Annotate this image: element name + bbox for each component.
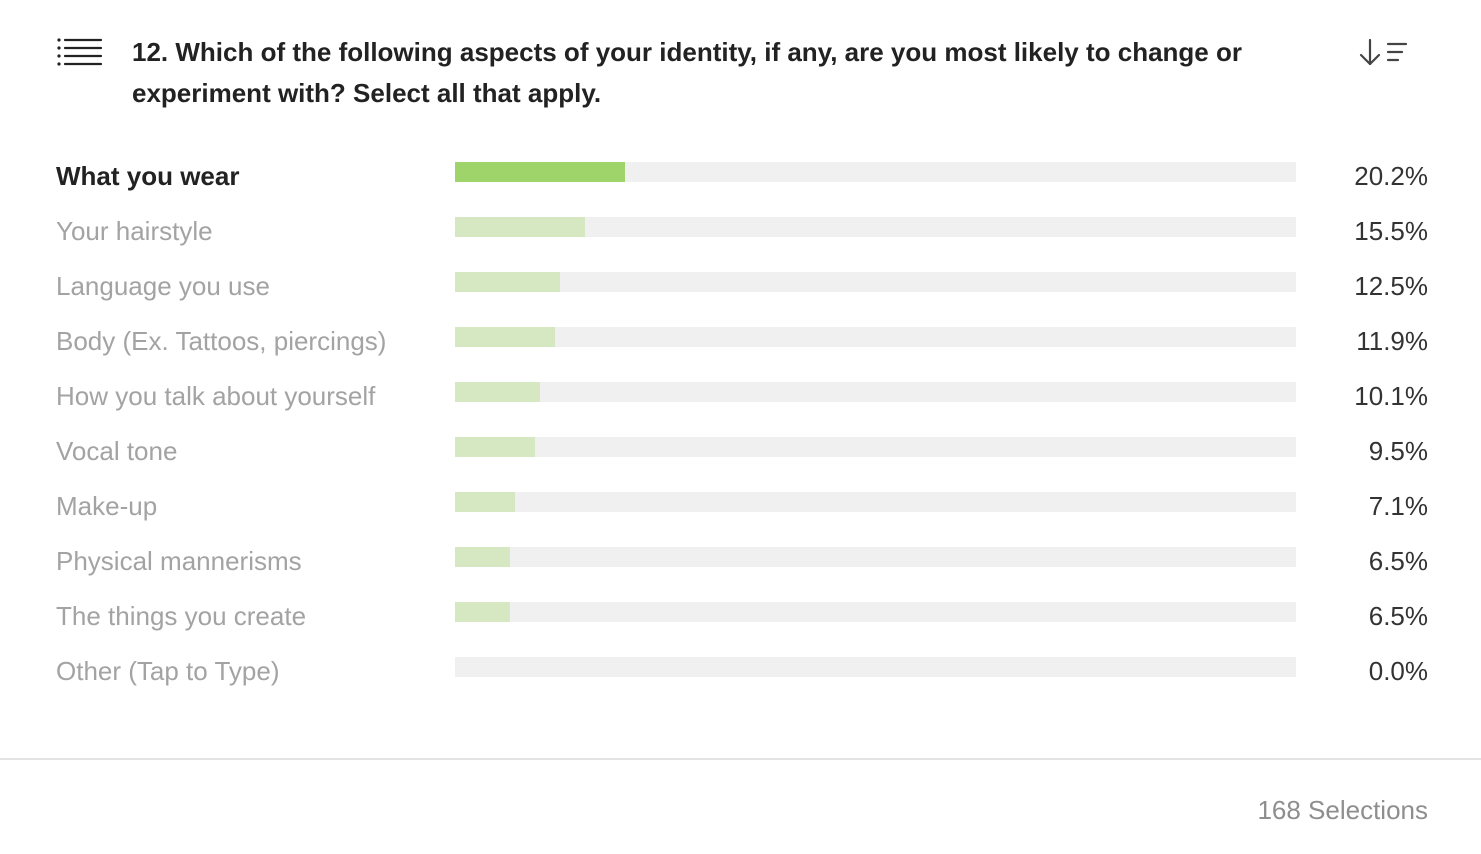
sort-button[interactable]: [1354, 36, 1410, 70]
bar-label: Your hairstyle: [56, 216, 213, 246]
bar-value-label: 15.5%: [1354, 216, 1428, 246]
chart-row: Physical mannerisms 6.5%: [0, 546, 1481, 601]
question-title: 12. Which of the following aspects of yo…: [132, 37, 1242, 108]
bar-value-label: 7.1%: [1368, 491, 1428, 521]
chart-row: Body (Ex. Tattoos, piercings) 11.9%: [0, 326, 1481, 381]
bar: [455, 162, 625, 182]
bar-value-label: 20.2%: [1354, 161, 1428, 191]
bar-label: Vocal tone: [56, 436, 178, 466]
chart-row: Your hairstyle 15.5%: [0, 216, 1481, 271]
bar: [455, 272, 560, 292]
bar-track: [455, 437, 1296, 457]
bar: [455, 327, 555, 347]
bar-label: Other (Tap to Type): [56, 656, 280, 686]
chart-row: The things you create 6.5%: [0, 601, 1481, 656]
divider: [0, 758, 1481, 760]
chart-row: What you wear 20.2%: [0, 161, 1481, 216]
bar-label: Body (Ex. Tattoos, piercings): [56, 326, 387, 356]
bar-track: [455, 162, 1296, 182]
selections-count: 168 Selections: [1257, 795, 1428, 825]
results-chart: What you wear 20.2% Your hairstyle 15.5% Lan…: [0, 161, 1481, 711]
bar: [455, 217, 585, 237]
bar-label: What you wear: [56, 161, 240, 191]
chart-row: Language you use 12.5%: [0, 271, 1481, 326]
bar-value-label: 9.5%: [1368, 436, 1428, 466]
sort-descending-icon: [1359, 38, 1408, 66]
chart-row: Vocal tone 9.5%: [0, 436, 1481, 491]
bar-value-label: 6.5%: [1368, 546, 1428, 576]
bar: [455, 547, 510, 567]
bar-label: Make-up: [56, 491, 158, 521]
bar-label: Physical mannerisms: [56, 546, 302, 576]
chart-row: Other (Tap to Type) 0.0%: [0, 656, 1481, 711]
chart-row: How you talk about yourself 10.1%: [0, 381, 1481, 436]
bar-track: [455, 327, 1296, 347]
bar: [455, 492, 515, 512]
bar: [455, 382, 540, 402]
bar-track: [455, 272, 1296, 292]
bar: [455, 602, 510, 622]
bar-track: [455, 602, 1296, 622]
chart-row: Make-up 7.1%: [0, 491, 1481, 546]
bar-value-label: 11.9%: [1356, 326, 1428, 356]
bar-label: The things you create: [56, 601, 307, 631]
bar-label: How you talk about yourself: [56, 381, 376, 411]
bar-track: [455, 492, 1296, 512]
bar-label: Language you use: [56, 271, 270, 301]
bar-track: [455, 217, 1296, 237]
bar-value-label: 12.5%: [1354, 271, 1428, 301]
bar-value-label: 10.1%: [1354, 381, 1428, 411]
bar-track: [455, 547, 1296, 567]
bar-value-label: 6.5%: [1368, 601, 1428, 631]
bar-value-label: 0.0%: [1368, 656, 1428, 686]
list-icon: [57, 38, 103, 66]
bar-track: [455, 382, 1296, 402]
bar-track: [455, 657, 1296, 677]
bar: [455, 437, 535, 457]
